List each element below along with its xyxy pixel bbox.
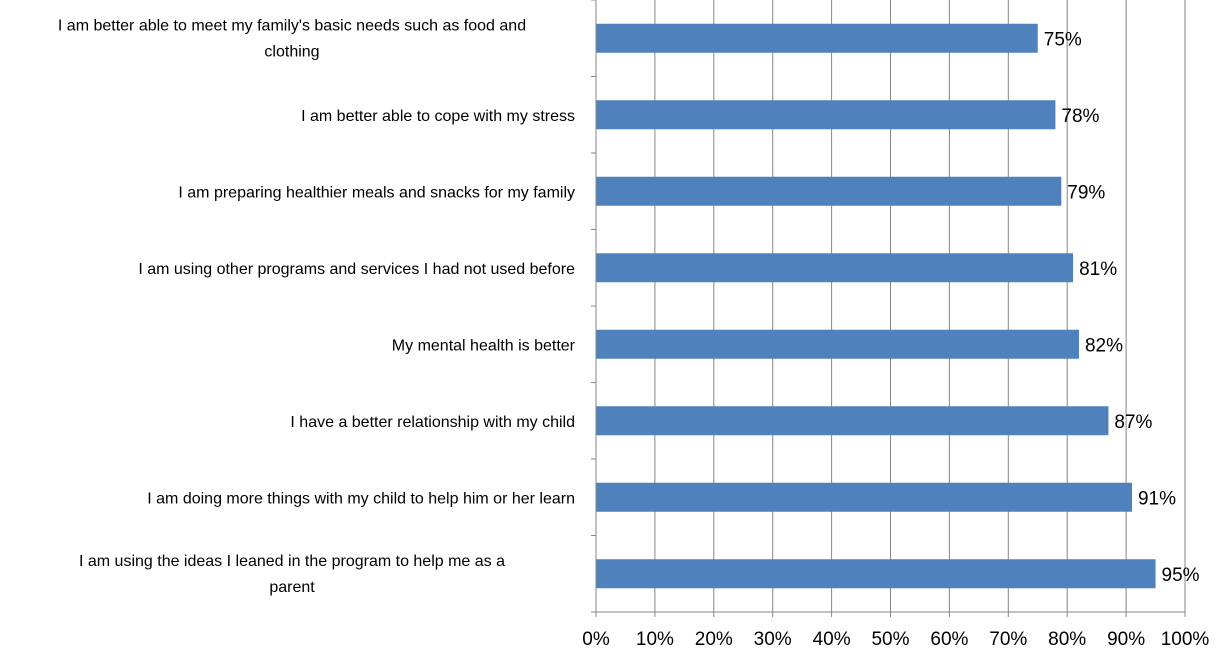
category-labels: I am better able to meet my family's bas… xyxy=(58,17,576,596)
bar xyxy=(596,176,1062,206)
category-label-line: clothing xyxy=(264,43,319,60)
data-label: 95% xyxy=(1162,565,1200,586)
x-tick-label: 0% xyxy=(582,629,610,650)
x-tick-label: 50% xyxy=(871,629,909,650)
x-tick-label: 40% xyxy=(813,629,851,650)
data-label: 79% xyxy=(1067,182,1105,203)
x-tick-label: 90% xyxy=(1107,629,1145,650)
tick-labels: 0% 10% 20% 30% 40% 50% 60% 70% 80% 90% 100% xyxy=(582,629,1209,650)
category-label-line: I am better able to meet my family's bas… xyxy=(58,17,526,34)
data-labels: 75% 78% 79% 81% 82% 87% 91% 95% xyxy=(1044,29,1200,586)
x-tick-label: 60% xyxy=(930,629,968,650)
bar xyxy=(596,559,1156,589)
gridlines xyxy=(654,0,1186,612)
value-axis xyxy=(591,0,1186,617)
x-tick-label: 100% xyxy=(1161,629,1210,650)
bars xyxy=(596,23,1156,589)
bar xyxy=(596,23,1038,53)
bar xyxy=(596,253,1074,283)
data-label: 87% xyxy=(1114,412,1152,433)
x-tick-label: 70% xyxy=(989,629,1027,650)
category-label: I am better able to cope with my stress xyxy=(301,108,575,125)
category-label: I am using other programs and services I… xyxy=(138,261,575,278)
category-label: My mental health is better xyxy=(392,337,576,354)
data-label: 82% xyxy=(1085,335,1123,356)
x-tick-label: 20% xyxy=(695,629,733,650)
x-tick-label: 30% xyxy=(754,629,792,650)
category-label: I am doing more things with my child to … xyxy=(147,490,575,507)
data-label: 91% xyxy=(1138,488,1176,509)
data-label: 78% xyxy=(1061,106,1099,127)
category-label-line: parent xyxy=(269,579,315,596)
bar xyxy=(596,482,1132,512)
data-label: 81% xyxy=(1079,259,1117,280)
x-tick-label: 80% xyxy=(1048,629,1086,650)
category-label: I am better able to meet my family's bas… xyxy=(58,17,526,60)
bar xyxy=(596,329,1079,359)
category-label: I am using the ideas I leaned in the pro… xyxy=(79,553,505,596)
data-label: 75% xyxy=(1044,29,1082,50)
bar xyxy=(596,100,1056,130)
bar xyxy=(596,406,1109,436)
category-label-line: I am using the ideas I leaned in the pro… xyxy=(79,553,505,570)
category-label: I have a better relationship with my chi… xyxy=(290,414,575,431)
x-tick-label: 10% xyxy=(636,629,674,650)
category-label: I am preparing healthier meals and snack… xyxy=(178,184,575,201)
